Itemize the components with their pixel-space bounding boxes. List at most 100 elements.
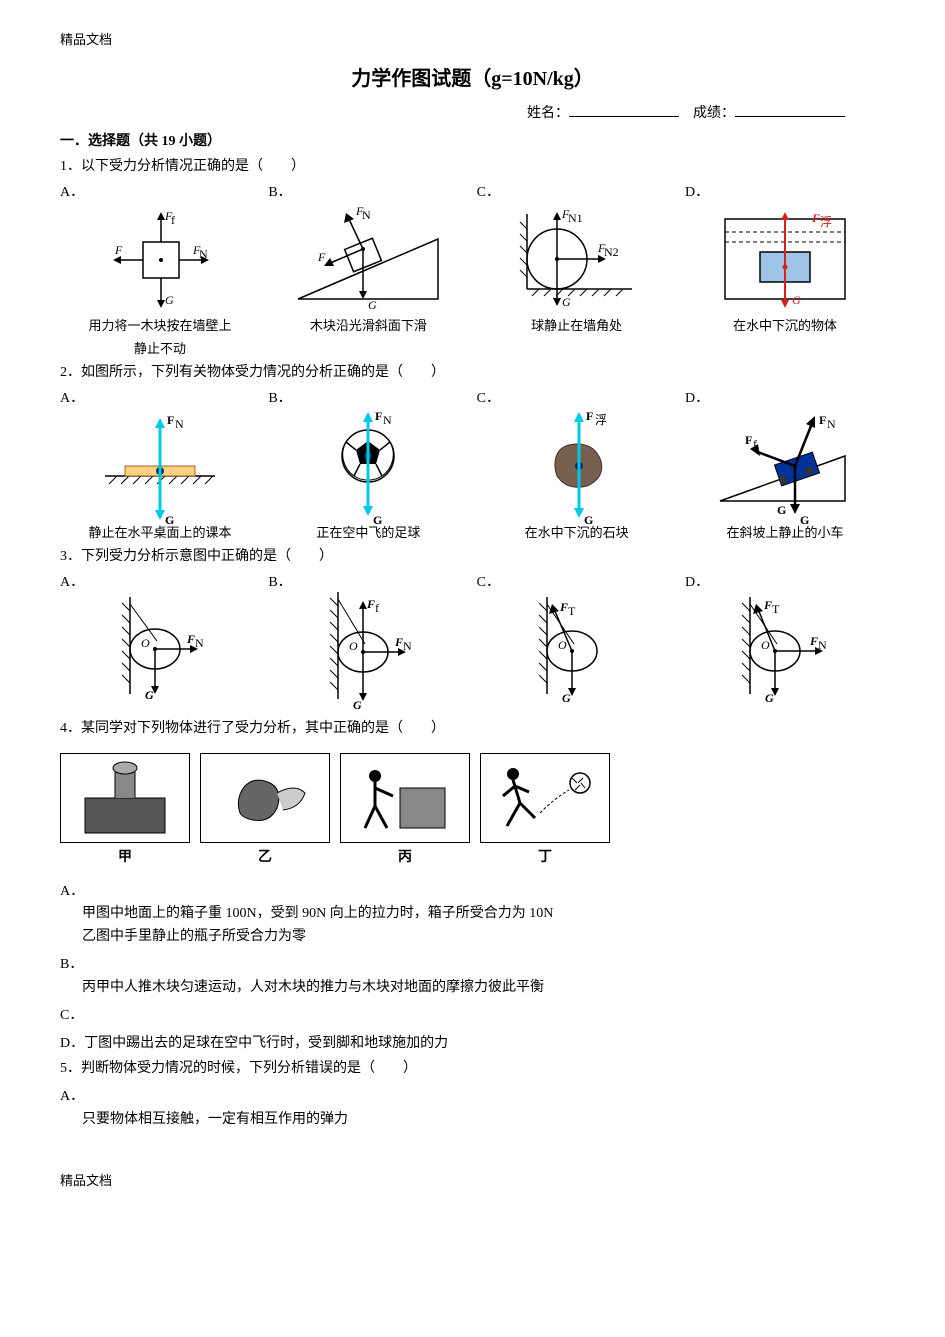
q1-a-caption2: 静止不动 xyxy=(60,339,260,360)
svg-text:F: F xyxy=(809,634,818,648)
svg-text:浮: 浮 xyxy=(595,413,607,427)
name-label: 姓名： xyxy=(527,106,569,121)
q2-b-caption: 正在空中飞的足球 xyxy=(268,523,468,544)
svg-text:F: F xyxy=(811,211,820,225)
q2-num: 2． xyxy=(60,365,81,380)
q1-a-caption1: 用力将一木块按在墙壁上 xyxy=(60,316,260,337)
q2-a-caption: 静止在水平桌面上的课本 xyxy=(60,523,260,544)
q4-stem: 某同学对下列物体进行了受力分析，其中正确的是（ ） xyxy=(81,721,445,736)
q2-c-caption: 在水中下沉的石块 xyxy=(477,523,677,544)
name-blank[interactable] xyxy=(569,103,679,117)
q1-d-caption: 在水中下沉的物体 xyxy=(685,316,885,337)
q5-num: 5． xyxy=(60,1061,81,1076)
q1-options: A． Ff FN F G 用力将一木块按在墙壁上 静止不动 B． xyxy=(60,182,885,360)
q3-opt-d: D． O FT FN G xyxy=(685,572,885,704)
q3-c-diagram: O FT G xyxy=(477,594,677,704)
q4-cap-bing: 丙 xyxy=(398,847,412,869)
q2-b-diagram: FN G xyxy=(268,411,468,521)
q3-d-diagram: O FT FN G xyxy=(685,594,885,704)
q4-text: 4．某同学对下列物体进行了受力分析，其中正确的是（ ） xyxy=(60,718,885,740)
q2-opt-b: B． FN G 正在空中飞的足球 xyxy=(268,388,468,543)
q5-text: 5．判断物体受力情况的时候，下列分析错误的是（ ） xyxy=(60,1058,885,1080)
q3-opt-a: A． O FN G xyxy=(60,572,260,704)
svg-text:G: G xyxy=(777,503,786,517)
svg-text:N: N xyxy=(383,413,392,427)
svg-text:f: f xyxy=(375,601,379,615)
q2-a-diagram: FN G xyxy=(60,411,260,521)
q5-a-label: A． xyxy=(60,1086,885,1108)
score-blank[interactable] xyxy=(735,103,845,117)
q1-opt-a: A． Ff FN F G 用力将一木块按在墙壁上 静止不动 xyxy=(60,182,260,360)
q4-d-text: 丁图中踢出去的足球在空中飞行时，受到脚和地球施加的力 xyxy=(84,1036,448,1051)
q3-num: 3． xyxy=(60,549,81,564)
svg-text:N: N xyxy=(175,417,184,431)
q4-img-ding: 丁 xyxy=(480,753,610,869)
q4-img-jia: 甲 xyxy=(60,753,190,869)
q2-opt-c: C． F浮 G 在水中下沉的石块 xyxy=(477,388,677,543)
q2-opt-d: D． FN Ff G G 在斜坡上静止的小车 xyxy=(685,388,885,543)
q4-b-label: B． xyxy=(60,954,885,976)
svg-text:G: G xyxy=(165,293,174,307)
q1-num: 1． xyxy=(60,159,81,174)
svg-text:N: N xyxy=(362,208,371,222)
q4-a-line2: 乙图中手里静止的瓶子所受合力为零 xyxy=(82,926,885,948)
q4-opt-d: D．丁图中踢出去的足球在空中飞行时，受到脚和地球施加的力 xyxy=(60,1033,885,1055)
svg-text:O: O xyxy=(141,636,150,650)
doc-header-tag: 精品文档 xyxy=(60,30,885,51)
q4-img-yi: 乙 xyxy=(200,753,330,869)
q1-a-diagram: Ff FN F G xyxy=(60,204,260,314)
q1-c-label: C． xyxy=(477,182,677,204)
svg-text:G: G xyxy=(368,298,377,312)
q4-cap-ding: 丁 xyxy=(538,847,552,869)
q4-d-label: D． xyxy=(60,1036,84,1051)
q1-stem: 以下受力分析情况正确的是（ ） xyxy=(81,159,305,174)
q2-opt-a: A． FN G 静止在水平桌面上的课本 xyxy=(60,388,260,543)
q1-opt-d: D． F浮 G 在水中下沉的物体 xyxy=(685,182,885,337)
svg-text:O: O xyxy=(349,639,358,653)
svg-text:N: N xyxy=(827,417,836,431)
q1-d-diagram: F浮 G xyxy=(685,204,885,314)
q1-text: 1．以下受力分析情况正确的是（ ） xyxy=(60,156,885,178)
q5-stem: 判断物体受力情况的时候，下列分析错误的是（ ） xyxy=(81,1061,417,1076)
svg-text:O: O xyxy=(558,638,567,652)
q2-d-caption: 在斜坡上静止的小车 xyxy=(685,523,885,544)
q1-b-diagram: FN F G xyxy=(268,204,468,314)
score-label: 成绩： xyxy=(693,106,735,121)
q4-c-label: C． xyxy=(60,1005,885,1027)
q4-a-line1: 甲图中地面上的箱子重 100N，受到 90N 向上的拉力时，箱子所受合力为 10… xyxy=(82,903,885,925)
q4-opt-c: C． xyxy=(60,1005,885,1027)
svg-text:G: G xyxy=(765,691,774,705)
q4-b-text: 丙甲中人推木块匀速运动，人对木块的推力与木块对地面的摩擦力彼此平衡 xyxy=(82,977,885,999)
doc-footer-tag: 精品文档 xyxy=(60,1171,885,1192)
q1-c-diagram: FN1 FN2 G xyxy=(477,204,677,314)
q1-opt-c: C． FN1 FN2 G xyxy=(477,182,677,337)
svg-text:F: F xyxy=(317,250,326,264)
q2-stem: 如图所示，下列有关物体受力情况的分析正确的是（ ） xyxy=(81,365,445,380)
q5-a-text: 只要物体相互接触，一定有相互作用的弹力 xyxy=(82,1109,885,1131)
svg-text:F: F xyxy=(586,409,593,423)
q3-a-diagram: O FN G xyxy=(60,594,260,704)
svg-text:F: F xyxy=(745,433,752,447)
svg-text:O: O xyxy=(761,638,770,652)
svg-text:F: F xyxy=(763,598,772,612)
svg-text:G: G xyxy=(145,688,154,702)
svg-text:N: N xyxy=(199,247,208,261)
q2-c-diagram: F浮 G xyxy=(477,411,677,521)
svg-text:G: G xyxy=(562,295,571,309)
svg-text:T: T xyxy=(772,602,780,616)
page-title: 力学作图试题（g=10N/kg） xyxy=(60,63,885,95)
q4-num: 4． xyxy=(60,721,81,736)
svg-text:F: F xyxy=(394,635,403,649)
q1-d-label: D． xyxy=(685,182,885,204)
q1-b-caption: 木块沿光滑斜面下滑 xyxy=(268,316,468,337)
svg-text:F: F xyxy=(559,600,568,614)
q2-d-diagram: FN Ff G G xyxy=(685,411,885,521)
svg-text:N: N xyxy=(195,636,204,650)
svg-text:f: f xyxy=(171,213,175,227)
svg-text:F: F xyxy=(375,409,382,423)
q2-text: 2．如图所示，下列有关物体受力情况的分析正确的是（ ） xyxy=(60,362,885,384)
svg-text:F: F xyxy=(167,413,174,427)
q4-opt-b: B． 丙甲中人推木块匀速运动，人对木块的推力与木块对地面的摩擦力彼此平衡 xyxy=(60,954,885,999)
svg-text:N: N xyxy=(818,638,827,652)
q3-options: A． O FN G B． xyxy=(60,572,885,704)
